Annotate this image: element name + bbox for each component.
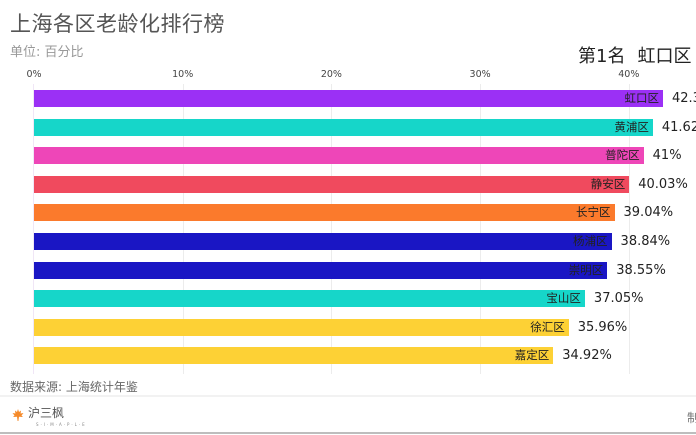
x-tick-label: 40%	[618, 69, 640, 80]
chart-title: 上海各区老龄化排行榜	[10, 12, 225, 36]
bar-category-label: 徐汇区	[530, 319, 565, 334]
bar-value-label: 37.05%	[593, 291, 644, 307]
bar-category-label: 宝山区	[546, 291, 581, 306]
gridline	[628, 84, 630, 374]
logo-subtext: S·I·M·A·P·L·E	[36, 422, 87, 427]
bar: 黄浦区	[34, 118, 653, 136]
bar-value-label: 41%	[652, 148, 682, 164]
gridline	[182, 84, 184, 374]
unit-subtitle: 单位: 百分比	[10, 45, 84, 60]
bar: 宝山区	[34, 290, 585, 308]
bar-category-label: 黄浦区	[614, 119, 649, 134]
bar: 普陀区	[34, 147, 644, 165]
x-tick-label: 20%	[320, 69, 342, 80]
y-axis-line	[33, 84, 34, 374]
bar: 徐汇区	[34, 318, 569, 336]
x-tick-label: 10%	[172, 69, 194, 80]
rank-prefix: 第1名	[578, 46, 626, 67]
bar-category-label: 长宁区	[576, 205, 611, 220]
bar: 虹口区	[34, 90, 663, 107]
bar-category-label: 崇明区	[568, 262, 604, 277]
gridline	[480, 84, 482, 374]
data-source: 数据来源: 上海统计年鉴	[10, 380, 138, 394]
logo-text: 沪三枫	[28, 406, 65, 420]
bar-value-label: 35.96%	[577, 319, 628, 335]
bar-category-label: 嘉定区	[514, 348, 550, 363]
gridline	[331, 84, 333, 374]
bar-category-label: 虹口区	[624, 91, 660, 105]
bottom-border	[0, 432, 696, 434]
x-tick-label: 0%	[26, 69, 42, 80]
footer-credit: 制	[687, 411, 696, 425]
rank-indicator: 第1名 虹口区	[578, 42, 691, 68]
bar-value-label: 39.04%	[623, 205, 674, 221]
divider	[0, 395, 696, 397]
logo: 沪三枫 S·I·M·A·P·L·E	[11, 406, 85, 427]
maple-leaf-icon	[12, 409, 24, 421]
bar: 崇明区	[34, 261, 608, 279]
bar-category-label: 普陀区	[605, 148, 640, 163]
bar-value-label: 38.55%	[616, 262, 666, 278]
bar-category-label: 杨浦区	[573, 234, 608, 248]
bar: 长宁区	[34, 204, 615, 222]
bar-value-label: 42.3	[672, 91, 696, 106]
bar: 杨浦区	[34, 233, 612, 250]
bar: 静安区	[34, 175, 630, 193]
x-tick-label: 30%	[469, 69, 491, 80]
bar-value-label: 41.62	[661, 119, 696, 135]
bar: 嘉定区	[34, 347, 554, 365]
bar-value-label: 34.92%	[562, 348, 612, 364]
bar-value-label: 38.84%	[620, 234, 671, 249]
bar-value-label: 40.03%	[638, 176, 688, 192]
bar-category-label: 静安区	[590, 176, 626, 191]
rank-name: 虹口区	[637, 46, 692, 67]
